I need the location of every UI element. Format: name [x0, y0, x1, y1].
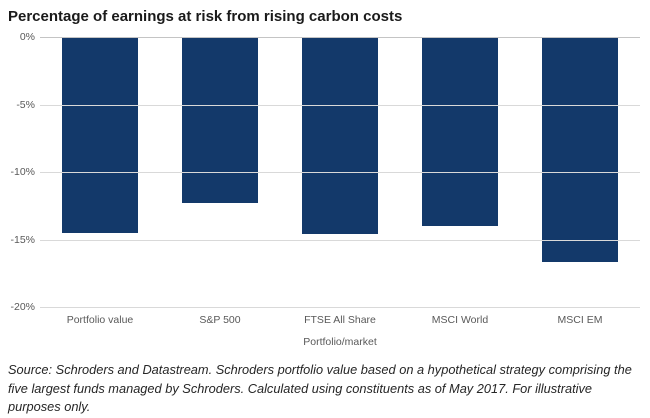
- x-category-label: FTSE All Share: [304, 314, 376, 326]
- x-axis-title: Portfolio/market: [303, 336, 377, 348]
- bar-msci-em: [542, 37, 618, 263]
- bar-chart: 0% -5% -10% -15% -20% Portfolio value S&P 500…: [6, 31, 640, 348]
- bar-ftse-all-share: [302, 37, 378, 235]
- x-category-label: MSCI EM: [557, 314, 603, 326]
- y-tick-label: -10%: [10, 166, 35, 178]
- y-tick-label: -20%: [10, 301, 35, 313]
- zero-line: [40, 37, 640, 38]
- bar-s-p-500: [182, 37, 258, 204]
- bar-msci-world: [422, 37, 498, 226]
- bar-portfolio-value: [62, 37, 138, 233]
- bar-slot: [280, 37, 400, 307]
- y-tick-label: 0%: [19, 31, 35, 43]
- x-category-label: Portfolio value: [66, 314, 134, 326]
- gridline: [40, 307, 640, 308]
- y-tick-label: -15%: [10, 233, 35, 246]
- plot-row: 0% -5% -10% -15% -20%: [6, 31, 640, 313]
- x-category-label: S&P 500: [199, 314, 241, 326]
- bar-slot: [40, 37, 160, 307]
- x-category-label: MSCI World: [431, 314, 489, 326]
- plot-area: [40, 37, 640, 308]
- source-note: Source: Schroders and Datastream. Schrod…: [8, 362, 632, 415]
- gridline: [40, 172, 640, 173]
- x-axis-labels: Portfolio value S&P 500 FTSE All Share MSCI…: [40, 307, 640, 326]
- y-tick-label: -5%: [16, 98, 35, 111]
- bars-group: [40, 37, 640, 307]
- gridline: [40, 239, 640, 241]
- y-axis: 0% -5% -10% -15% -20%: [6, 31, 40, 313]
- bar-slot: [520, 37, 640, 307]
- gridline: [40, 104, 640, 106]
- chart-title: Percentage of earnings at risk from risi…: [8, 8, 403, 25]
- bar-slot: [160, 37, 280, 307]
- bar-slot: [400, 37, 520, 307]
